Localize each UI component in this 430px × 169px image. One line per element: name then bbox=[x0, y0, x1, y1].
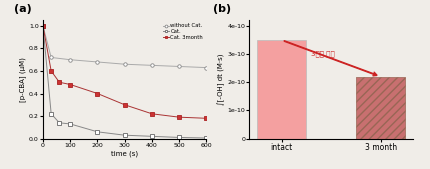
Text: 3개월 운전: 3개월 운전 bbox=[311, 51, 335, 57]
Cat. bbox=[177, 136, 182, 138]
without Cat. bbox=[149, 64, 154, 66]
Cat. 3month bbox=[49, 70, 54, 72]
Legend: without Cat., Cat., Cat. 3month: without Cat., Cat., Cat. 3month bbox=[162, 23, 204, 41]
Cat. 3month bbox=[68, 83, 73, 86]
Cat. 3month bbox=[149, 113, 154, 115]
Cat. 3month bbox=[57, 81, 62, 83]
Cat. 3month bbox=[40, 25, 46, 27]
X-axis label: time (s): time (s) bbox=[111, 151, 138, 157]
without Cat. bbox=[95, 61, 100, 63]
Cat. bbox=[49, 113, 54, 115]
Cat. bbox=[68, 123, 73, 125]
Bar bbox=[356, 77, 405, 139]
without Cat. bbox=[204, 67, 209, 69]
Cat. bbox=[122, 134, 127, 136]
Cat. bbox=[149, 135, 154, 137]
Line: without Cat.: without Cat. bbox=[41, 24, 208, 69]
Bar bbox=[257, 40, 306, 139]
Cat. 3month bbox=[95, 92, 100, 94]
Cat. 3month bbox=[122, 104, 127, 106]
Cat. bbox=[57, 122, 62, 124]
Cat. bbox=[204, 137, 209, 139]
Cat. bbox=[40, 25, 46, 27]
Text: (a): (a) bbox=[14, 4, 31, 14]
Y-axis label: [p-CBA] (μM): [p-CBA] (μM) bbox=[19, 57, 26, 102]
without Cat. bbox=[40, 25, 46, 27]
without Cat. bbox=[122, 63, 127, 65]
without Cat. bbox=[177, 65, 182, 67]
Cat. bbox=[95, 131, 100, 133]
Line: Cat. 3month: Cat. 3month bbox=[41, 24, 208, 120]
Cat. 3month bbox=[177, 116, 182, 118]
Y-axis label: ∫[-OH] dt (M·s): ∫[-OH] dt (M·s) bbox=[217, 54, 224, 105]
without Cat. bbox=[49, 56, 54, 58]
Text: (b): (b) bbox=[213, 4, 232, 14]
without Cat. bbox=[68, 59, 73, 61]
Cat. 3month bbox=[204, 117, 209, 119]
Line: Cat.: Cat. bbox=[41, 24, 208, 140]
